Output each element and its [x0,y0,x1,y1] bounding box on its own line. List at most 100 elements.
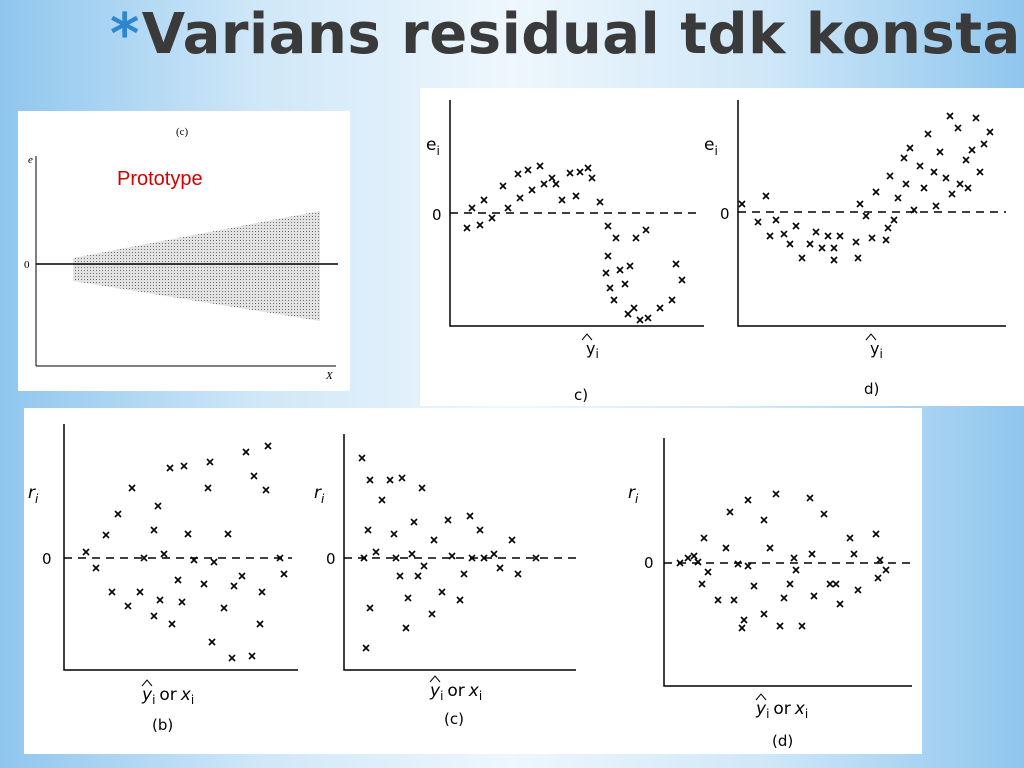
d-zero: 0 [644,554,654,572]
residual-point-d [968,146,976,154]
b-axes [63,424,298,671]
residual-point-d [902,180,910,188]
residual-point-b [206,458,214,466]
residual-point-b [154,502,162,510]
residual-point-d [808,550,816,558]
residual-point-c [496,564,504,572]
tr-c-hat [581,333,593,341]
residual-point-c [612,234,620,242]
residual-point-b [242,448,250,456]
residual-point-d [962,156,970,164]
bottom-figure: ri 0 yi or xi (b) ri 0 yi or xi (c) ri 0 yi o… [24,408,922,754]
residual-point-d [890,216,898,224]
residual-point-d [714,596,722,604]
residual-point-b [136,588,144,596]
residual-point-d [766,544,774,552]
residual-point-c [626,262,634,270]
residual-point-c [404,594,412,602]
residual-point-c [668,296,676,304]
tr-c-y-label: ei [426,135,440,158]
residual-point-d [910,206,918,214]
residual-point-c [678,276,686,284]
residual-point-d [698,580,706,588]
c-x-label: yi or xi [429,681,482,703]
prototype-figure: (c) e 0 X Prototype [18,111,350,391]
residual-point-b [280,570,288,578]
residual-point-c [402,624,410,632]
residual-point-c [621,280,629,288]
residual-point-c [576,168,584,176]
residual-point-c [420,562,428,570]
residual-point-c [488,214,496,222]
tr-d-caption: d) [864,380,879,398]
residual-point-c [366,604,374,612]
residual-point-c [558,196,566,204]
residual-point-d [818,244,826,252]
residual-point-c [490,550,498,558]
residual-point-b [262,486,270,494]
residual-point-c [378,496,386,504]
residual-point-c [602,269,610,277]
residual-point-d [776,622,784,630]
residual-point-b [276,554,284,562]
title-text: Varians residual tdk konstan [141,2,1024,67]
residual-point-c [606,284,614,292]
residual-point-c [362,644,370,652]
residual-point-b [156,596,164,604]
residual-point-d [766,232,774,240]
residual-point-d [976,168,984,176]
residual-point-c [566,169,574,177]
tr-c-x-label: yi [586,339,599,361]
residual-point-c [508,536,516,544]
residual-point-d [836,600,844,608]
residual-point-c [514,570,522,578]
residual-point-d [772,216,780,224]
d-axes [663,438,912,687]
residual-point-d [986,128,994,136]
residual-point-d [722,544,730,552]
residual-point-d [812,228,820,236]
tr-d-x-label: yi [870,339,883,361]
residual-point-b [150,612,158,620]
prototype-caption: (c) [176,126,189,138]
residual-point-d [690,552,698,560]
residual-point-c [504,204,512,212]
residual-point-c [463,224,471,232]
prototype-funnel [73,211,320,321]
residual-point-d [780,594,788,602]
residual-point-d [856,200,864,208]
residual-point-d [882,566,890,574]
residual-point-d [948,190,956,198]
residual-point-d [936,148,944,156]
prototype-plot: (c) e 0 X [24,126,338,382]
residual-point-b [210,558,218,566]
residual-point-d [894,194,902,202]
residual-point-b [108,588,116,596]
prototype-x-label: X [325,370,334,382]
prototype-label: Prototype [117,168,203,190]
tr-c-axes [449,100,704,327]
residual-point-c [430,536,438,544]
residual-point-b [248,652,256,660]
residual-point-b [258,588,266,596]
residual-point-d [798,622,806,630]
residual-point-c [540,180,548,188]
residual-point-d [726,508,734,516]
residual-point-d [772,490,780,498]
residual-point-d [850,550,858,558]
residual-point-d [954,124,962,132]
residual-point-c [438,588,446,596]
residual-point-c [499,182,507,190]
residual-point-d [734,560,742,568]
residual-point-d [930,168,938,176]
residual-point-c [358,454,366,462]
residual-point-b [230,582,238,590]
residual-point-c [390,530,398,538]
residual-point-c [480,554,488,562]
residual-point-d [900,154,908,162]
residual-point-c [548,174,556,182]
residual-point-d [886,172,894,180]
residual-point-c [536,162,544,170]
tr-d-zero: 0 [720,205,730,223]
residual-point-b [92,564,100,572]
